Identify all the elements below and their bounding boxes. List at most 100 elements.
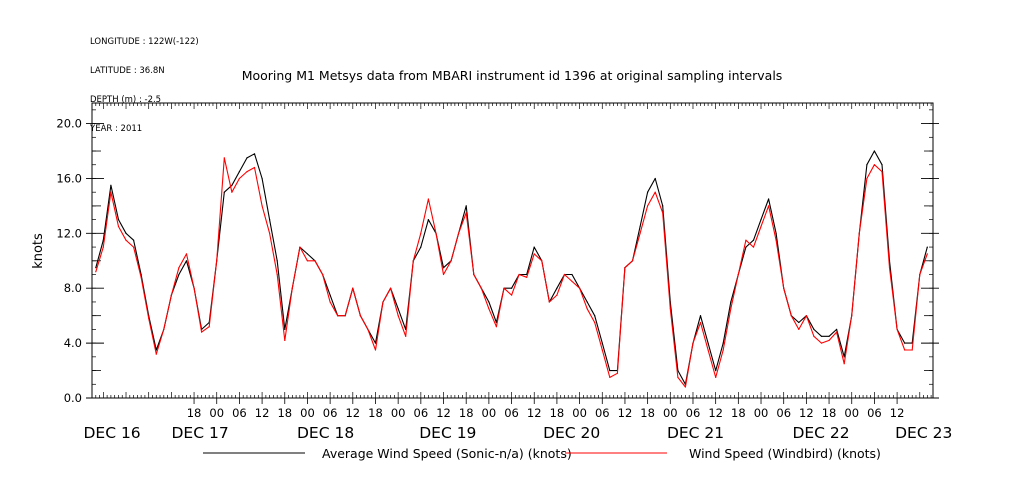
legend-label-sonic: Average Wind Speed (Sonic-n/a) (knots) xyxy=(322,446,572,461)
x-hour-tick-label: 18 xyxy=(368,406,383,420)
data-point xyxy=(843,363,845,365)
data-point xyxy=(201,331,203,333)
depth-label: DEPTH (m) : -2.5 xyxy=(90,94,162,105)
data-point xyxy=(374,349,377,351)
data-point xyxy=(556,294,558,296)
data-point xyxy=(314,260,316,262)
data-point xyxy=(548,301,551,303)
data-point xyxy=(284,328,286,330)
y-tick-label: 0.0 xyxy=(64,391,82,405)
data-point xyxy=(745,246,747,248)
data-point xyxy=(873,164,876,166)
data-point xyxy=(881,171,883,173)
data-point xyxy=(276,260,278,262)
data-point xyxy=(473,273,475,276)
data-point xyxy=(601,349,603,351)
x-day-label: DEC 23 xyxy=(895,424,952,442)
data-point xyxy=(238,177,240,180)
data-point xyxy=(594,321,596,324)
data-point xyxy=(768,198,770,200)
data-point xyxy=(836,328,838,330)
data-point xyxy=(110,191,112,193)
data-point xyxy=(450,260,452,262)
series-line-0 xyxy=(95,150,928,385)
data-point xyxy=(624,267,626,269)
y-tick-label: 20.0 xyxy=(56,117,82,131)
data-point xyxy=(919,273,921,276)
data-point xyxy=(518,273,520,276)
data-point xyxy=(427,198,429,200)
data-point xyxy=(533,253,535,255)
x-hour-tick-label: 12 xyxy=(345,406,360,420)
data-point xyxy=(367,328,369,330)
x-hour-tick-label: 18 xyxy=(550,406,565,420)
data-point xyxy=(495,326,497,328)
data-point xyxy=(178,273,180,276)
data-point xyxy=(390,287,392,289)
data-point xyxy=(442,267,445,269)
x-hour-tick-label: 00 xyxy=(300,406,315,420)
data-point xyxy=(359,315,361,317)
data-point xyxy=(609,370,611,372)
x-hour-tick-label: 06 xyxy=(595,406,610,420)
data-point xyxy=(715,370,717,372)
data-point xyxy=(707,342,709,344)
data-point xyxy=(654,177,656,180)
data-point xyxy=(223,157,225,159)
data-point xyxy=(185,253,188,255)
data-point xyxy=(752,246,755,248)
data-point xyxy=(662,205,664,207)
data-point xyxy=(768,205,770,207)
data-point xyxy=(261,205,263,207)
data-point xyxy=(110,184,112,186)
data-point xyxy=(692,342,694,344)
x-hour-tick-label: 06 xyxy=(867,406,882,420)
series-layer xyxy=(95,150,928,388)
data-point xyxy=(329,301,331,303)
data-point xyxy=(798,328,800,330)
data-point xyxy=(836,331,838,333)
data-point xyxy=(684,386,687,388)
data-point xyxy=(647,191,649,193)
data-point xyxy=(405,335,407,337)
data-point xyxy=(730,301,732,303)
data-point xyxy=(397,308,399,310)
data-point xyxy=(571,273,573,276)
data-point xyxy=(238,171,240,173)
x-hour-tick-label: 06 xyxy=(232,406,247,420)
x-hour-tick-label: 18 xyxy=(640,406,655,420)
data-point xyxy=(382,301,384,303)
data-point xyxy=(442,273,445,276)
data-point xyxy=(102,239,104,241)
x-hour-tick-label: 06 xyxy=(323,406,338,420)
data-point xyxy=(329,294,331,296)
x-hour-tick-label: 12 xyxy=(618,406,633,420)
latitude-label: LATITUDE : 36.8N xyxy=(90,65,165,76)
x-day-label: DEC 17 xyxy=(171,424,228,442)
data-point xyxy=(616,372,619,374)
data-point xyxy=(639,225,641,228)
data-point xyxy=(306,260,308,262)
data-point xyxy=(813,335,815,337)
x-hour-tick-label: 00 xyxy=(572,406,587,420)
data-point xyxy=(231,184,233,186)
data-point xyxy=(306,253,308,255)
x-day-label: DEC 16 xyxy=(83,424,140,442)
x-hour-tick-label: 12 xyxy=(890,406,905,420)
data-point xyxy=(427,219,429,221)
data-point xyxy=(571,280,573,282)
x-hour-tick-label: 06 xyxy=(504,406,519,420)
data-point xyxy=(813,328,815,330)
data-point xyxy=(140,276,142,278)
data-point xyxy=(699,315,702,317)
x-hour-tick-label: 18 xyxy=(731,406,746,420)
data-point xyxy=(95,271,97,273)
year-label: YEAR : 2011 xyxy=(90,123,143,134)
x-hour-tick-label: 12 xyxy=(799,406,814,420)
data-point xyxy=(458,232,460,234)
data-point xyxy=(677,376,679,378)
x-hour-tick-label: 06 xyxy=(414,406,429,420)
data-point xyxy=(269,232,271,234)
data-point xyxy=(231,191,233,193)
legend-label-windbird: Wind Speed (Windbird) (knots) xyxy=(689,446,881,461)
